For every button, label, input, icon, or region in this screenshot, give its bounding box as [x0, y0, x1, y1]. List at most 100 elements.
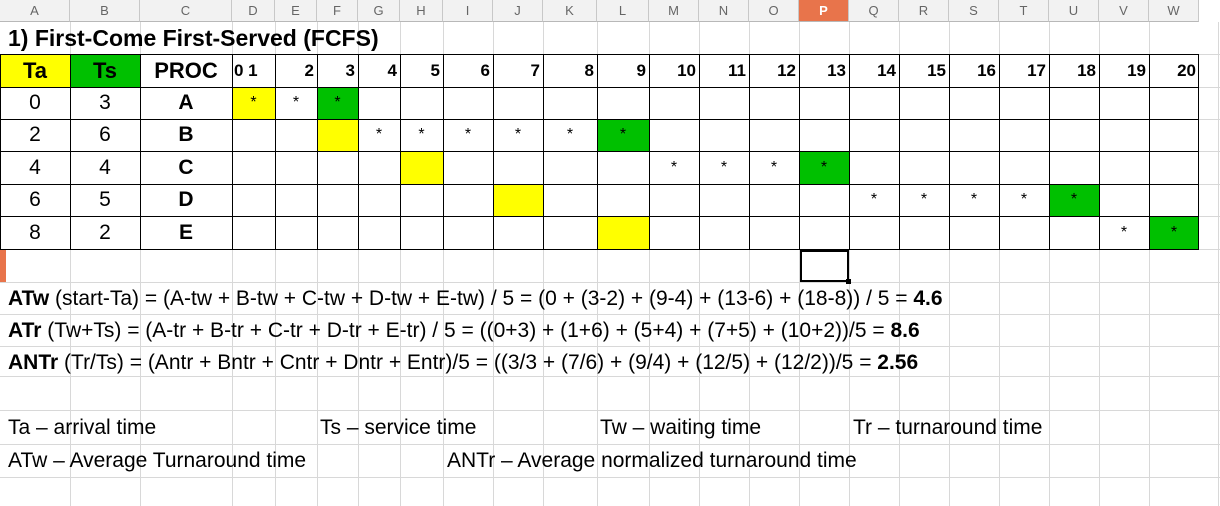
column-header-m[interactable]: M — [649, 0, 699, 22]
column-header-r[interactable]: R — [899, 0, 949, 22]
formula-label: ATr — [8, 319, 42, 342]
grid-column-line — [999, 22, 1000, 506]
arrival-time: 6 — [29, 188, 41, 211]
fill-handle[interactable] — [846, 279, 851, 284]
table-border-v — [799, 54, 800, 249]
grid-column-line — [543, 22, 544, 506]
table-border-v — [443, 54, 444, 249]
column-header-o[interactable]: O — [749, 0, 799, 22]
table-border-v — [1149, 54, 1150, 249]
column-header-j[interactable]: J — [493, 0, 543, 22]
tick-label: 10 — [677, 60, 696, 80]
column-header-v[interactable]: V — [1099, 0, 1149, 22]
table-border-v — [543, 54, 544, 249]
column-header-w[interactable]: W — [1149, 0, 1199, 22]
formula-result: 4.6 — [913, 287, 943, 310]
execution-mark: * — [870, 191, 878, 208]
grid-column-line — [400, 22, 401, 506]
tick-label: 0 1 — [234, 60, 258, 80]
finish-cell — [1049, 184, 1099, 216]
table-border-v — [899, 54, 900, 249]
column-header-h[interactable]: H — [400, 0, 443, 22]
tick-label: 7 — [530, 60, 540, 80]
header-ta: Ta — [22, 57, 48, 83]
process-name: D — [178, 188, 194, 211]
process-name: B — [178, 123, 194, 146]
legend-item: Tw – waiting time — [600, 416, 762, 439]
column-header-i[interactable]: I — [443, 0, 493, 22]
column-header-c[interactable]: C — [140, 0, 232, 22]
grid-column-line — [275, 22, 276, 506]
column-header-n[interactable]: N — [699, 0, 749, 22]
grid-row-line — [0, 444, 1220, 445]
service-time: 2 — [99, 220, 111, 244]
formula-line: ATr (Tw+Ts) = (A-tr + B-tr + C-tr + D-tr… — [8, 316, 920, 346]
service-time: 6 — [99, 123, 111, 146]
column-header-g[interactable]: G — [358, 0, 400, 22]
grid-column-line — [140, 22, 141, 506]
tick-label: 2 — [304, 60, 314, 80]
table-border-h — [0, 249, 1199, 250]
execution-mark: * — [375, 126, 383, 143]
column-header-a[interactable]: A — [0, 0, 70, 22]
execution-mark: * — [566, 126, 574, 143]
page-title: 1) First-Come First-Served (FCFS) — [8, 25, 379, 51]
legend-item: Ta – arrival time — [8, 416, 157, 439]
column-header-e[interactable]: E — [275, 0, 317, 22]
table-border-v — [317, 54, 318, 249]
grid-column-line — [699, 22, 700, 506]
grid-column-line — [899, 22, 900, 506]
grid-column-line — [358, 22, 359, 506]
service-time: 5 — [99, 188, 111, 211]
service-time: 3 — [99, 91, 111, 114]
finish-cell — [317, 87, 358, 119]
legend-item: ATw – Average Turnaround time — [8, 449, 307, 472]
row-marker — [0, 249, 6, 282]
execution-mark: * — [670, 158, 678, 176]
header-ts: Ts — [92, 57, 118, 83]
formula-result: 8.6 — [890, 319, 920, 342]
formula-line: ANTr (Tr/Ts) = (Antr + Bntr + Cntr + Dnt… — [8, 348, 918, 378]
column-header-k[interactable]: K — [543, 0, 597, 22]
column-header-q[interactable]: Q — [849, 0, 899, 22]
formula-line: ATw (start-Ta) = (A-tw + B-tw + C-tw + D… — [8, 284, 943, 314]
tick-label: 6 — [480, 60, 490, 80]
execution-mark: * — [418, 126, 425, 143]
column-header-l[interactable]: L — [597, 0, 649, 22]
execution-mark: * — [1120, 223, 1128, 241]
table-border-v — [493, 54, 494, 249]
formula-label: ATw — [8, 287, 50, 310]
column-header-s[interactable]: S — [949, 0, 999, 22]
tick-label: 16 — [977, 60, 996, 80]
selected-cell[interactable] — [800, 250, 849, 282]
finish-cell — [799, 151, 849, 184]
column-header-t[interactable]: T — [999, 0, 1049, 22]
finish-cell — [1149, 216, 1199, 249]
grid-row-line — [0, 346, 1220, 347]
table-border-v — [949, 54, 950, 249]
execution-mark: * — [292, 94, 300, 111]
grid-column-line — [849, 22, 850, 506]
column-header-b[interactable]: B — [70, 0, 140, 22]
arrival-cell — [493, 184, 543, 216]
tick-label: 11 — [728, 60, 746, 80]
table-border-v — [1198, 54, 1199, 249]
tick-label: 5 — [430, 60, 440, 80]
column-header-u[interactable]: U — [1049, 0, 1099, 22]
table-border-h — [0, 119, 1199, 120]
grid-column-line — [1099, 22, 1100, 506]
grid-column-line — [443, 22, 444, 506]
tick-label: 20 — [1177, 60, 1196, 80]
grid-column-line — [232, 22, 233, 506]
column-header-d[interactable]: D — [232, 0, 275, 22]
table-border-v — [849, 54, 850, 249]
finish-cell — [597, 119, 649, 151]
table-border-v — [140, 54, 141, 249]
column-header-f[interactable]: F — [317, 0, 358, 22]
process-name: E — [178, 220, 193, 244]
column-header-p[interactable]: P — [799, 0, 849, 22]
arrival-cell — [317, 119, 358, 151]
execution-mark: * — [820, 158, 828, 176]
grid-column-line — [317, 22, 318, 506]
